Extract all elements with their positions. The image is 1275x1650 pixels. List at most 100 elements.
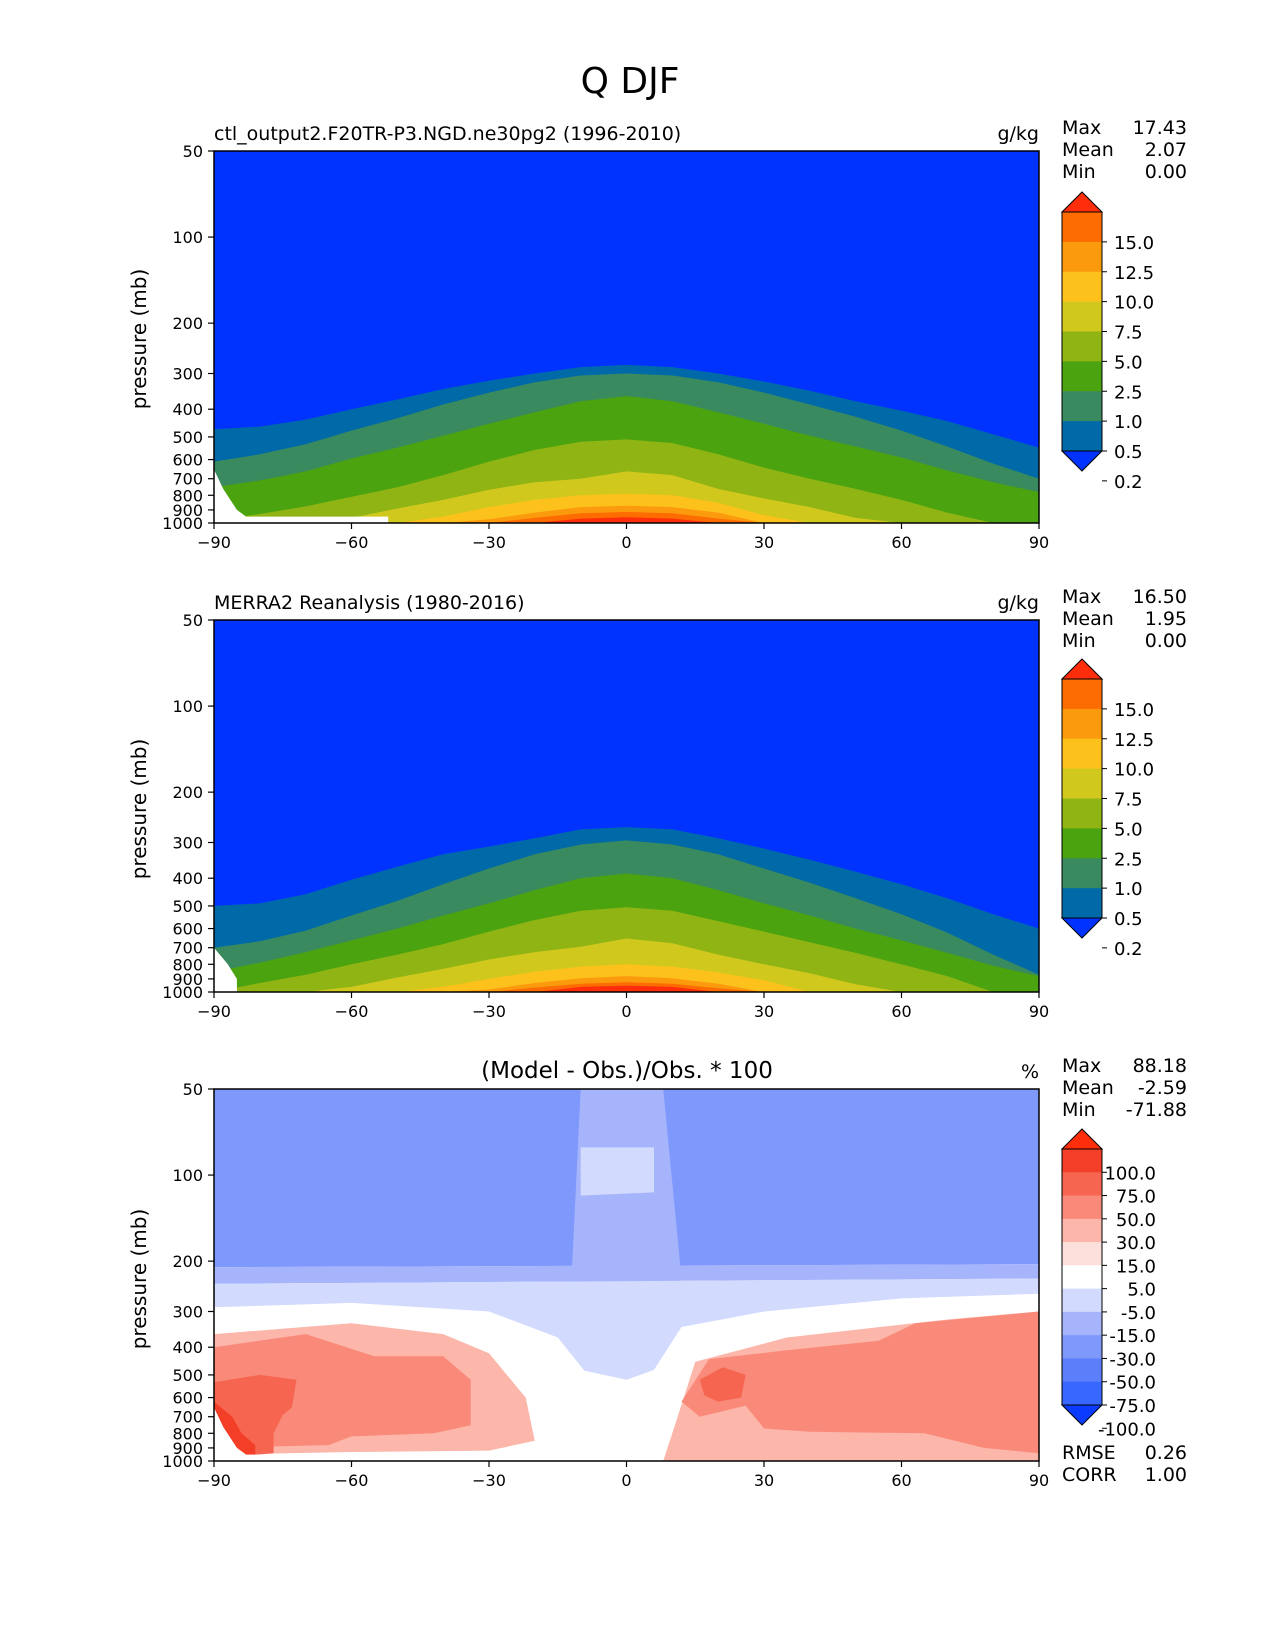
stats-box: Max 17.43 Mean 2.07 Min 0.00 [1062,117,1187,183]
panel-observation: MERRA2 Reanalysis (1980-2016) g/kg press… [127,586,1187,1021]
stat-mean-value: 1.95 [1145,608,1187,630]
colorbar-tip-top [1060,191,1104,213]
y-axis-label: pressure (mb) [127,1209,151,1350]
colorbar-swatch [1062,1172,1102,1197]
colorbar-tip-bottom [1060,450,1104,472]
colorbar-tip-bottom [1060,1404,1104,1426]
panel-title-left: MERRA2 Reanalysis (1980-2016) [214,592,525,614]
y-tick-label: 200 [172,783,203,802]
colorbar: 15.0 12.5 10.0 7.5 5.0 2.5 1.0 0.5 0.2 [1060,658,1154,960]
missing-data-mask [214,1407,398,1461]
y-tick-label: 200 [172,314,203,333]
missing-data-mask [214,469,389,523]
y-tick-label: 400 [172,1338,203,1357]
colorbar: 15.0 12.5 10.0 7.5 5.0 2.5 1.0 0.5 0.2 [1060,191,1154,493]
x-tick-label: 90 [1029,1002,1049,1021]
panel-units: g/kg [997,592,1039,614]
colorbar-swatch [1062,331,1102,362]
y-tick-label: 100 [172,697,203,716]
colorbar-label: 0.2 [1114,472,1143,493]
axes: −90 −60 −30 0 30 60 90 50 100 200 300 400 500 6007008… [162,1080,1049,1490]
colorbar-label: 30.0 [1116,1233,1156,1254]
colorbar-swatch [1062,858,1102,889]
y-tick-label: 500 [172,897,203,916]
x-tick-label: 30 [754,533,774,552]
panel-units: % [1021,1061,1039,1083]
x-tick-label: 0 [621,1471,631,1490]
colorbar-swatch [1062,1242,1102,1266]
y-tick-label: 800 [172,486,203,505]
colorbar-swatch [1062,1195,1102,1220]
x-tick-label: 60 [891,1471,911,1490]
x-tick-label: 90 [1029,533,1049,552]
colorbar-label: -5.0 [1121,1303,1156,1324]
x-tick-label: −30 [472,533,506,552]
y-tick-label: 800 [172,1424,203,1443]
colorbar-swatch [1062,768,1102,799]
y-tick-label: 500 [172,428,203,447]
colorbar-tip-top [1060,658,1104,680]
colorbar-swatch [1062,391,1102,422]
colorbar-label: -100.0 [1098,1419,1156,1440]
colorbar-label: 7.5 [1114,790,1143,811]
colorbar-label: -15.0 [1109,1326,1156,1347]
y-tick-label: 900 [172,970,203,989]
panel-units: g/kg [997,123,1039,145]
colorbar-swatch [1062,888,1102,919]
y-tick-label: 200 [172,1252,203,1271]
colorbar-swatch [1062,212,1102,243]
y-tick-label: 100 [172,1166,203,1185]
colorbar-label: 2.5 [1114,382,1143,403]
y-tick-label: 100 [172,228,203,247]
colorbar-swatch [1062,421,1102,452]
panel-difference: (Model - Obs.)/Obs. * 100 % pressure (mb… [127,1055,1187,1490]
stat-max-label: Max [1062,117,1101,139]
stat-max-label: Max [1062,586,1101,608]
metric-corr-value: 1.00 [1145,1464,1187,1486]
y-tick-label: 600 [172,1389,203,1408]
y-tick-label: 700 [172,1408,203,1427]
colorbar-label: 5.0 [1114,819,1143,840]
y-tick-label: 800 [172,955,203,974]
colorbar-swatch [1062,1265,1102,1290]
y-tick-label: 300 [172,364,203,383]
colorbar-swatch [1062,361,1102,392]
colorbar-label: 15.0 [1114,233,1154,254]
colorbar-swatch [1062,1149,1102,1173]
y-axis-label: pressure (mb) [127,269,151,410]
x-tick-label: 90 [1029,1471,1049,1490]
stat-mean-label: Mean [1062,139,1114,161]
y-tick-label: 500 [172,1366,203,1385]
colorbar-swatch [1062,1381,1102,1406]
x-tick-label: 60 [891,533,911,552]
y-tick-label: 50 [183,142,203,161]
colorbar-label: 50.0 [1116,1210,1156,1231]
panel-title-left: ctl_output2.F20TR-P3.NGD.ne30pg2 (1996-2… [214,123,681,145]
colorbar-swatch [1062,1335,1102,1359]
contour-plot [214,1089,1039,1461]
colorbar-label: -75.0 [1109,1396,1156,1417]
stat-mean-label: Mean [1062,1077,1114,1099]
colorbar-swatch [1062,708,1102,740]
contour-plot [214,151,1039,523]
stat-max-label: Max [1062,1055,1101,1077]
metric-rmse-label: RMSE [1062,1442,1116,1464]
contour-region-30 [681,1311,1039,1454]
colorbar-swatch [1062,798,1102,829]
colorbar-label: 15.0 [1116,1256,1156,1277]
y-tick-label: 400 [172,869,203,888]
axes: −90 −60 −30 0 30 60 90 50 100 200 300 400 500 6007008… [162,611,1049,1021]
colorbar-label: 0.5 [1114,909,1143,930]
colorbar-label: 7.5 [1114,323,1143,344]
stat-max-value: 16.50 [1133,586,1187,608]
x-tick-label: −30 [472,1471,506,1490]
stat-min-label: Min [1062,1099,1096,1121]
contour-region--15 [214,1278,1039,1380]
colorbar: 100.0 75.050.030.015.0 5.0-5.0-15.0-30.0 -5… [1060,1128,1156,1440]
colorbar-swatch [1062,1288,1102,1313]
y-tick-label: 300 [172,833,203,852]
y-tick-label: 50 [183,611,203,630]
colorbar-label: 15.0 [1114,700,1154,721]
colorbar-frame [1061,1148,1103,1406]
